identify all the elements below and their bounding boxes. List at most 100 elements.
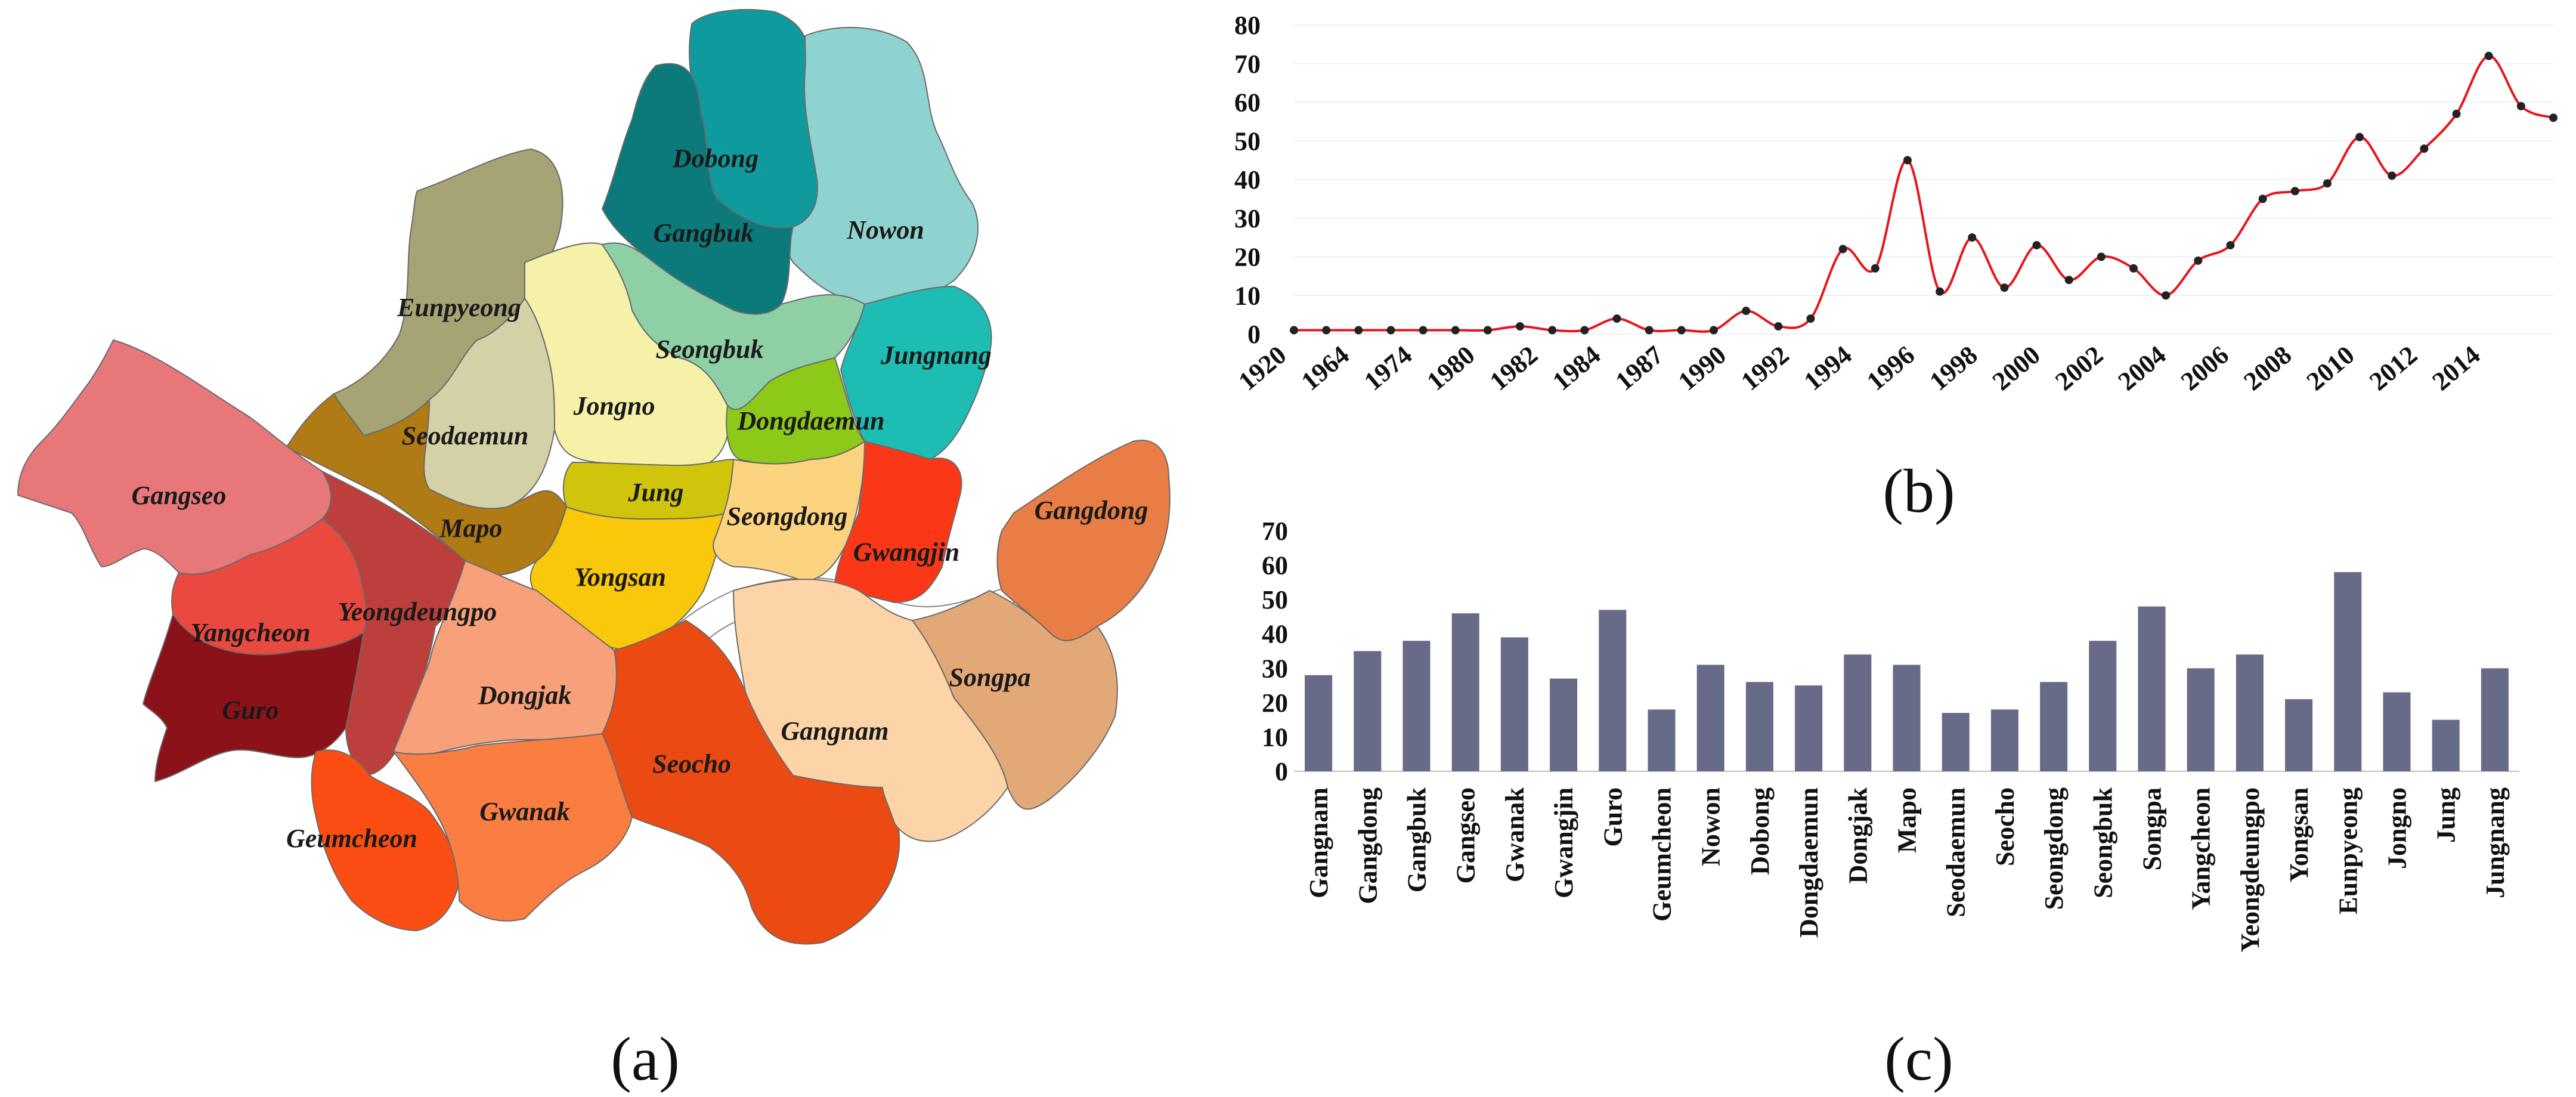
label-mapo: Mapo xyxy=(439,514,502,543)
line-point xyxy=(2290,187,2299,196)
bar-x-label: Jung xyxy=(2432,787,2461,843)
bar-y-tick-label: 30 xyxy=(1262,654,1288,683)
bar-x-label: Seodaemun xyxy=(1942,787,1971,917)
bar xyxy=(2334,572,2362,771)
district-gangdong xyxy=(996,440,1171,641)
line-point xyxy=(2097,252,2106,261)
line-x-tick-label: 2002 xyxy=(2049,340,2109,396)
line-point xyxy=(2516,101,2525,110)
bar-chart-x-labels: Gangnam Gangdong Gangbuk Gangseo Gwanak Gwang… xyxy=(1304,787,2510,952)
line-y-tick-label: 80 xyxy=(1234,11,1261,40)
bar-x-label: Gangbuk xyxy=(1402,787,1432,892)
line-x-tick-label: 2012 xyxy=(2364,340,2423,396)
label-dongjak: Dongjak xyxy=(478,681,571,710)
bar-x-label: Seongdong xyxy=(2039,787,2069,910)
district-seocho xyxy=(602,620,900,945)
label-dobong: Dobong xyxy=(672,144,758,173)
bar xyxy=(2138,606,2166,771)
line-x-tick-label: 2000 xyxy=(1987,340,2046,396)
line-point xyxy=(1419,326,1428,335)
line-x-tick-label: 2010 xyxy=(2301,340,2360,396)
line-point xyxy=(2258,194,2267,203)
label-songpa: Songpa xyxy=(949,663,1031,692)
line-point xyxy=(1354,326,1363,335)
line-point xyxy=(2000,283,2009,292)
line-point xyxy=(2452,109,2461,118)
bar-x-label: Yangcheon xyxy=(2187,787,2216,910)
panel-label-a: (a) xyxy=(611,1025,679,1093)
bar-x-label: Yeongdeungpo xyxy=(2236,787,2265,952)
line-chart-points xyxy=(1290,51,2558,335)
line-point xyxy=(2162,291,2171,300)
bar xyxy=(2187,668,2215,771)
bar xyxy=(1451,613,1479,771)
bar-x-label: Seocho xyxy=(1990,787,2020,866)
bar-x-label: Seongbuk xyxy=(2088,787,2117,898)
bar-y-tick-label: 40 xyxy=(1262,620,1288,649)
district-gangnam xyxy=(733,579,1008,842)
line-point xyxy=(1580,326,1589,335)
line-x-tick-label: 1994 xyxy=(1798,340,1857,396)
label-seocho: Seocho xyxy=(652,749,731,778)
bar xyxy=(1745,682,1773,771)
bar-x-label: Gwanak xyxy=(1500,787,1530,882)
district-gangseo xyxy=(17,339,332,575)
line-x-tick-label: 1920 xyxy=(1233,340,1292,396)
bar xyxy=(2285,699,2313,771)
district-yongsan xyxy=(530,506,728,651)
label-jungnang: Jungnang xyxy=(880,341,992,370)
district-gwangjin xyxy=(834,441,962,603)
bar xyxy=(2383,692,2411,771)
line-point xyxy=(2226,241,2235,250)
line-point xyxy=(2420,144,2429,153)
district-nowon xyxy=(785,27,979,305)
bar xyxy=(1990,709,2018,771)
bar-x-label: Dongjak xyxy=(1843,787,1872,883)
bar-x-label: Yongsan xyxy=(2284,787,2314,882)
line-x-tick-label: 2006 xyxy=(2175,340,2234,396)
line-x-tick-label: 1998 xyxy=(1924,340,1983,396)
bar-x-label: Gangnam xyxy=(1304,787,1333,898)
district-guro xyxy=(143,614,364,782)
label-dongdaemun: Dongdaemun xyxy=(737,406,885,435)
label-yongsan: Yongsan xyxy=(574,563,666,592)
label-guro: Guro xyxy=(222,696,278,725)
line-point xyxy=(1838,245,1847,254)
line-y-tick-label: 40 xyxy=(1234,165,1261,194)
label-nowon: Nowon xyxy=(846,215,924,245)
line-point xyxy=(2194,256,2203,265)
district-geumcheon xyxy=(311,749,460,931)
label-gangbuk: Gangbuk xyxy=(654,218,754,248)
label-eunpyeong: Eunpyeong xyxy=(397,293,521,322)
line-x-tick-label: 1990 xyxy=(1673,340,1732,396)
line-point xyxy=(2549,113,2558,122)
bar xyxy=(1550,678,1578,771)
label-yeongdeungpo: Yeongdeungpo xyxy=(338,597,497,626)
line-x-tick-label: 2008 xyxy=(2238,340,2297,396)
line-point xyxy=(1871,264,1880,273)
line-point xyxy=(1903,156,1912,165)
line-x-tick-label: 1974 xyxy=(1358,340,1417,396)
line-x-tick-label: 1987 xyxy=(1610,340,1669,396)
bar xyxy=(1648,709,1676,771)
bar-x-label: Geumcheon xyxy=(1648,787,1677,922)
line-point xyxy=(1936,287,1945,296)
bar-chart-bars xyxy=(1305,572,2509,771)
line-point xyxy=(2388,171,2397,180)
line-point xyxy=(1710,326,1718,335)
line-point xyxy=(1645,326,1654,335)
bar-y-tick-label: 0 xyxy=(1275,757,1288,786)
bar xyxy=(1402,641,1431,771)
line-chart-gridlines xyxy=(1294,24,2553,335)
bar xyxy=(1893,665,1921,771)
bar-x-label: Songpa xyxy=(2138,787,2167,870)
line-x-tick-label: 2004 xyxy=(2113,340,2172,396)
bar-x-label: Jongno xyxy=(2383,787,2412,869)
bar-y-tick-label: 70 xyxy=(1262,517,1288,546)
label-seongbuk: Seongbuk xyxy=(656,335,764,364)
bar xyxy=(1354,651,1382,771)
label-gwangjin: Gwangjin xyxy=(853,537,960,567)
